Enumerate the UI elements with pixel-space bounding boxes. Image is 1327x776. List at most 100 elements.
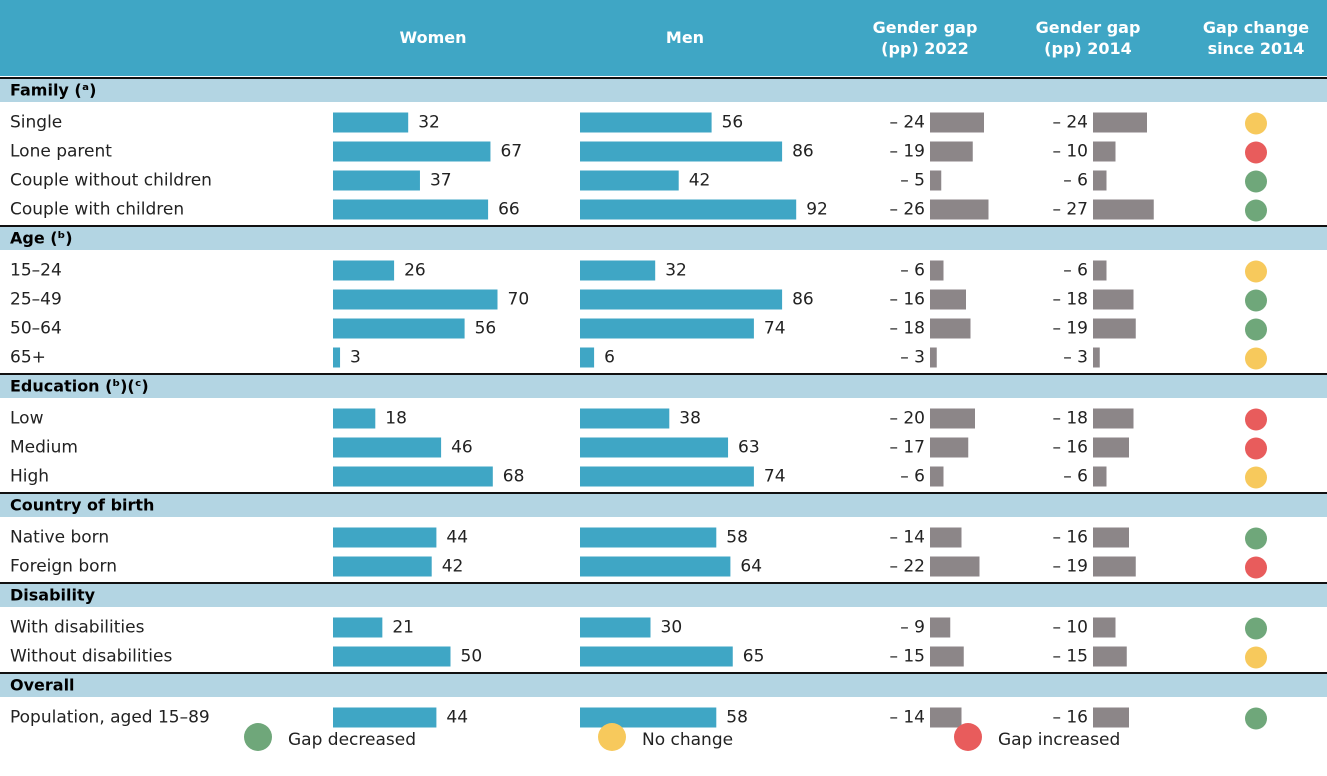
- group-band: [0, 674, 1327, 697]
- gap2022-value: – 20: [889, 409, 925, 429]
- group-rule: [0, 492, 1327, 494]
- gap2022-value: – 14: [889, 708, 925, 728]
- row-label: With disabilities: [10, 618, 145, 638]
- gap2014-value: – 16: [1052, 438, 1088, 458]
- legend-dot: [954, 723, 982, 751]
- gap2022-value: – 16: [889, 290, 925, 310]
- gap2014-bar: [1093, 318, 1136, 339]
- gap2014-bar: [1093, 112, 1147, 133]
- group-rule: [0, 225, 1327, 227]
- row-label: Native born: [10, 528, 109, 548]
- women-bar: [333, 170, 420, 191]
- men-value: 30: [661, 618, 683, 638]
- legend-dot: [244, 723, 272, 751]
- women-bar: [333, 318, 465, 339]
- gap2014-bar: [1093, 646, 1127, 667]
- change-dot: [1245, 170, 1267, 193]
- men-value: 58: [726, 528, 748, 548]
- gap2022-value: – 24: [889, 113, 925, 133]
- gap2022-bar: [930, 318, 971, 339]
- men-bar: [580, 199, 797, 220]
- men-bar: [580, 170, 679, 191]
- men-value: 65: [743, 647, 765, 667]
- gap2014-value: – 6: [1063, 171, 1088, 191]
- gap2014-value: – 6: [1063, 261, 1088, 281]
- header-label: Gap change since 2014: [1203, 18, 1309, 58]
- change-dot: [1245, 112, 1267, 135]
- header-label: Men: [666, 28, 704, 47]
- row-label: 65+: [10, 348, 46, 368]
- gap2022-value: – 17: [889, 438, 925, 458]
- gap2014-bar: [1093, 289, 1134, 310]
- group-rule: [0, 373, 1327, 375]
- gap2022-bar: [930, 112, 984, 133]
- women-value: 37: [430, 171, 452, 191]
- group-title: Overall: [10, 676, 75, 695]
- gap2022-bar: [930, 289, 966, 310]
- group-band: [0, 584, 1327, 607]
- men-bar: [580, 289, 783, 310]
- men-bar: [580, 112, 712, 133]
- women-value: 42: [442, 557, 464, 577]
- men-bar: [580, 527, 717, 548]
- women-value: 44: [446, 528, 468, 548]
- men-value: 63: [738, 438, 760, 458]
- gap2014-value: – 19: [1052, 319, 1088, 339]
- gap2022-value: – 18: [889, 319, 925, 339]
- header-line: (pp) 2014: [1044, 39, 1132, 58]
- gap2022-value: – 22: [889, 557, 925, 577]
- gap2014-bar: [1093, 170, 1107, 191]
- header-line: Men: [666, 28, 704, 47]
- gap2022-bar: [930, 556, 980, 577]
- group-rule: [0, 77, 1327, 79]
- gap2022-value: – 6: [900, 261, 925, 281]
- women-bar: [333, 646, 451, 667]
- gap2022-bar: [930, 141, 973, 162]
- change-dot: [1245, 617, 1267, 640]
- gap2014-bar: [1093, 408, 1134, 429]
- gap2014-value: – 6: [1063, 467, 1088, 487]
- gap2022-bar: [930, 347, 937, 368]
- women-bar: [333, 527, 437, 548]
- women-bar: [333, 260, 395, 281]
- row-label: Lone parent: [10, 142, 112, 162]
- gap2022-value: – 14: [889, 528, 925, 548]
- gap2022-bar: [930, 260, 944, 281]
- gap2014-value: – 10: [1052, 618, 1088, 638]
- men-value: 92: [806, 200, 828, 220]
- women-bar: [333, 408, 376, 429]
- women-value: 56: [475, 319, 497, 339]
- legend-label: Gap decreased: [288, 730, 416, 750]
- women-bar: [333, 466, 493, 487]
- group-band: [0, 227, 1327, 250]
- gap2022-bar: [930, 170, 942, 191]
- women-bar: [333, 112, 409, 133]
- gap2014-bar: [1093, 707, 1129, 728]
- header-line: Women: [400, 28, 467, 47]
- women-bar: [333, 141, 491, 162]
- women-value: 68: [503, 467, 525, 487]
- header-line: Gap change: [1203, 18, 1309, 37]
- women-value: 32: [418, 113, 440, 133]
- men-bar: [580, 408, 670, 429]
- men-bar: [580, 466, 754, 487]
- men-value: 38: [679, 409, 701, 429]
- row-label: Single: [10, 113, 62, 133]
- gap2022-bar: [930, 617, 951, 638]
- men-value: 64: [740, 557, 762, 577]
- gap2014-bar: [1093, 617, 1116, 638]
- gap2022-bar: [930, 408, 975, 429]
- women-bar: [333, 437, 442, 458]
- group-title: Education (ᵇ)(ᶜ): [10, 377, 149, 396]
- change-dot: [1245, 408, 1267, 431]
- gap2022-value: – 15: [889, 647, 925, 667]
- men-value: 56: [722, 113, 744, 133]
- row-label: Foreign born: [10, 557, 117, 577]
- change-dot: [1245, 347, 1267, 370]
- legend-dot: [598, 723, 626, 751]
- gap2014-bar: [1093, 556, 1136, 577]
- women-value: 44: [446, 708, 468, 728]
- legend-label: Gap increased: [998, 730, 1120, 750]
- change-dot: [1245, 466, 1267, 489]
- change-dot: [1245, 527, 1267, 550]
